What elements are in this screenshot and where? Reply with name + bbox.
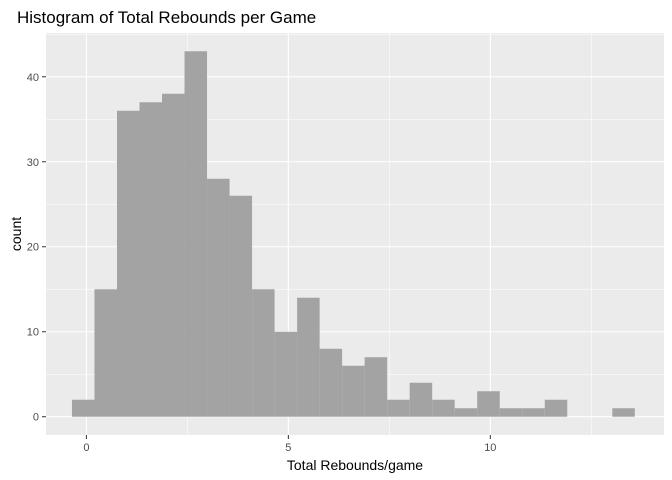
x-tick-label: 10 [484, 442, 496, 454]
x-axis-title: Total Rebounds/game [287, 457, 423, 473]
histogram-bar [342, 365, 365, 417]
y-tick-label: 20 [27, 242, 39, 254]
histogram-bar [274, 331, 298, 417]
histogram-bar [71, 399, 95, 417]
y-tick-label: 40 [27, 72, 39, 84]
histogram-bar [252, 289, 275, 417]
histogram-bar [116, 110, 140, 417]
histogram-bar [139, 102, 163, 417]
histogram-bar [499, 408, 523, 417]
histogram-bar [409, 382, 433, 417]
x-tick-label: 5 [285, 442, 291, 454]
y-axis: 0 10 20 30 40 [27, 72, 46, 424]
chart-title: Histogram of Total Rebounds per Game [17, 8, 316, 27]
x-axis: 0 5 10 [83, 435, 496, 454]
histogram-bar [522, 408, 545, 417]
histogram-bar [387, 399, 410, 417]
histogram-bar [229, 195, 253, 417]
histogram-bar [612, 408, 635, 417]
histogram-bar [432, 399, 455, 417]
histogram-bar [454, 408, 478, 417]
y-tick-label: 0 [33, 412, 39, 424]
histogram-bar [319, 348, 343, 417]
histogram-bar [364, 357, 388, 417]
histogram-bar [162, 93, 185, 417]
y-tick-label: 30 [27, 157, 39, 169]
histogram-bar [94, 289, 117, 417]
histogram-bar [477, 391, 500, 417]
x-tick-label: 0 [83, 442, 89, 454]
histogram-bar [544, 399, 568, 417]
histogram-bar [207, 178, 230, 417]
histogram-bar [184, 51, 208, 417]
histogram-bars [71, 51, 635, 417]
histogram-bar [297, 297, 320, 417]
y-axis-title: count [8, 217, 24, 251]
y-tick-label: 10 [27, 327, 39, 339]
